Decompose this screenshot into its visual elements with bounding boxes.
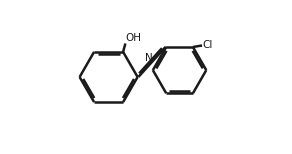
Text: N: N (145, 53, 153, 63)
Text: Cl: Cl (203, 41, 213, 51)
Text: OH: OH (126, 33, 142, 43)
